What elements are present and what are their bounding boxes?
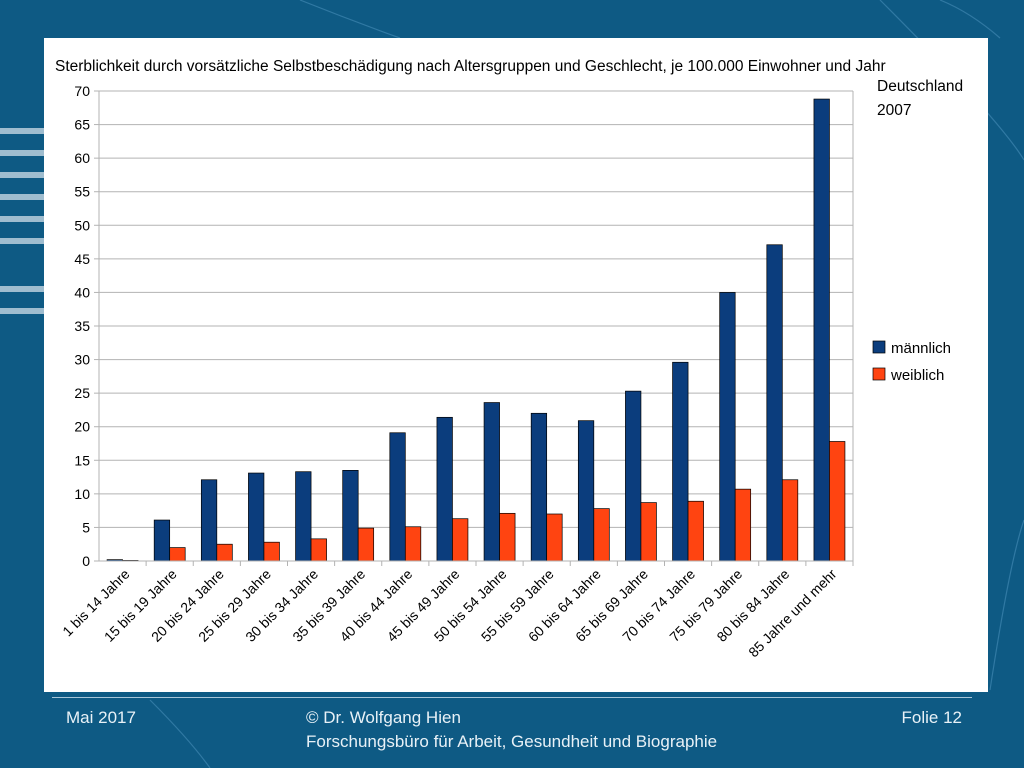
bar-maennlich: [813, 98, 830, 562]
y-tick-label: 25: [74, 385, 90, 401]
bar-maennlich: [436, 416, 453, 562]
y-tick-label: 50: [74, 217, 90, 233]
bar-maennlich: [577, 420, 595, 562]
bar-maennlich: [483, 402, 500, 562]
chart-subtitle-country: Deutschland: [877, 78, 963, 95]
legend-label-weiblich: weiblich: [890, 367, 944, 384]
bar-weiblich: [263, 541, 280, 562]
footer-slide-number: Folie 12: [901, 708, 962, 727]
y-tick-label: 35: [74, 318, 90, 334]
bar-maennlich: [295, 471, 312, 562]
footer-date: Mai 2017: [66, 708, 136, 727]
bar-chart: Sterblichkeit durch vorsätzliche Selbstb…: [55, 58, 963, 661]
legend-label-maennlich: männlich: [891, 340, 951, 357]
chart-panel: Sterblichkeit durch vorsätzliche Selbstb…: [44, 38, 988, 692]
y-tick-label: 15: [74, 452, 90, 468]
bar-maennlich: [153, 519, 171, 562]
bar-maennlich: [389, 432, 406, 562]
legend-swatch-weiblich: [872, 367, 886, 381]
y-tick-label: 20: [74, 419, 90, 435]
bar-weiblich: [781, 479, 799, 562]
bar-weiblich: [404, 526, 422, 562]
bar-weiblich: [829, 441, 846, 562]
bar-weiblich: [499, 512, 516, 562]
bar-weiblich: [734, 488, 752, 562]
y-tick-label: 40: [74, 284, 90, 300]
bar-weiblich: [310, 538, 327, 562]
bar-maennlich: [625, 390, 642, 562]
bar-maennlich: [719, 292, 736, 562]
footer-organization: Forschungsbüro für Arbeit, Gesundheit un…: [306, 732, 718, 751]
y-tick-label: 70: [74, 83, 90, 99]
legend-swatch-maennlich: [872, 340, 886, 354]
bar-maennlich: [672, 361, 689, 562]
x-tick-label: 85 Jahre und mehr: [745, 566, 840, 661]
bar-maennlich: [248, 472, 265, 562]
bar-maennlich: [200, 479, 218, 562]
bar-weiblich: [593, 508, 610, 562]
bar-weiblich: [546, 513, 563, 562]
y-tick-label: 5: [82, 519, 90, 535]
y-tick-label: 55: [74, 184, 90, 200]
footer-author: © Dr. Wolfgang Hien: [306, 708, 461, 727]
bar-maennlich: [766, 244, 783, 562]
chart-subtitle-year: 2007: [877, 102, 911, 119]
bar-weiblich: [357, 527, 375, 562]
y-tick-label: 0: [82, 553, 90, 569]
footer-divider: [52, 697, 972, 698]
bar-weiblich: [216, 543, 233, 562]
y-tick-label: 45: [74, 251, 90, 267]
y-tick-label: 65: [74, 117, 90, 133]
y-tick-label: 30: [74, 352, 90, 368]
bar-weiblich: [687, 500, 704, 562]
bar-weiblich: [640, 502, 657, 562]
chart-title: Sterblichkeit durch vorsätzliche Selbstb…: [55, 58, 886, 75]
y-tick-label: 60: [74, 150, 90, 166]
bar-weiblich: [452, 518, 469, 562]
bar-maennlich: [530, 412, 548, 562]
bar-maennlich: [342, 470, 359, 562]
bar-weiblich: [169, 547, 186, 562]
y-tick-label: 10: [74, 486, 90, 502]
